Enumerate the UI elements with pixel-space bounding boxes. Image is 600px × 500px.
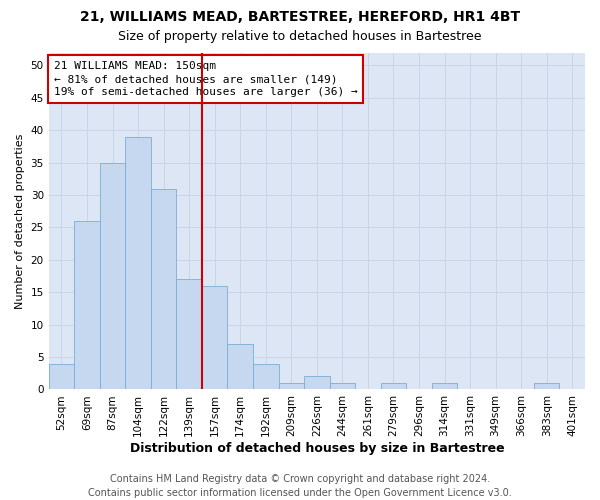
Bar [227,344,253,390]
Bar [380,383,406,390]
Bar [176,280,202,390]
Text: 21, WILLIAMS MEAD, BARTESTREE, HEREFORD, HR1 4BT: 21, WILLIAMS MEAD, BARTESTREE, HEREFORD,… [80,10,520,24]
Bar [74,221,100,390]
Bar [151,188,176,390]
Text: Contains HM Land Registry data © Crown copyright and database right 2024.
Contai: Contains HM Land Registry data © Crown c… [88,474,512,498]
Bar [278,383,304,390]
Text: Size of property relative to detached houses in Bartestree: Size of property relative to detached ho… [118,30,482,43]
Bar [125,136,151,390]
Bar [202,286,227,390]
Bar [253,364,278,390]
Bar [432,383,457,390]
Bar [304,376,329,390]
Bar [534,383,559,390]
Bar [100,162,125,390]
Y-axis label: Number of detached properties: Number of detached properties [15,134,25,308]
Text: 21 WILLIAMS MEAD: 150sqm
← 81% of detached houses are smaller (149)
19% of semi-: 21 WILLIAMS MEAD: 150sqm ← 81% of detach… [54,61,358,98]
X-axis label: Distribution of detached houses by size in Bartestree: Distribution of detached houses by size … [130,442,504,455]
Bar [49,364,74,390]
Bar [329,383,355,390]
